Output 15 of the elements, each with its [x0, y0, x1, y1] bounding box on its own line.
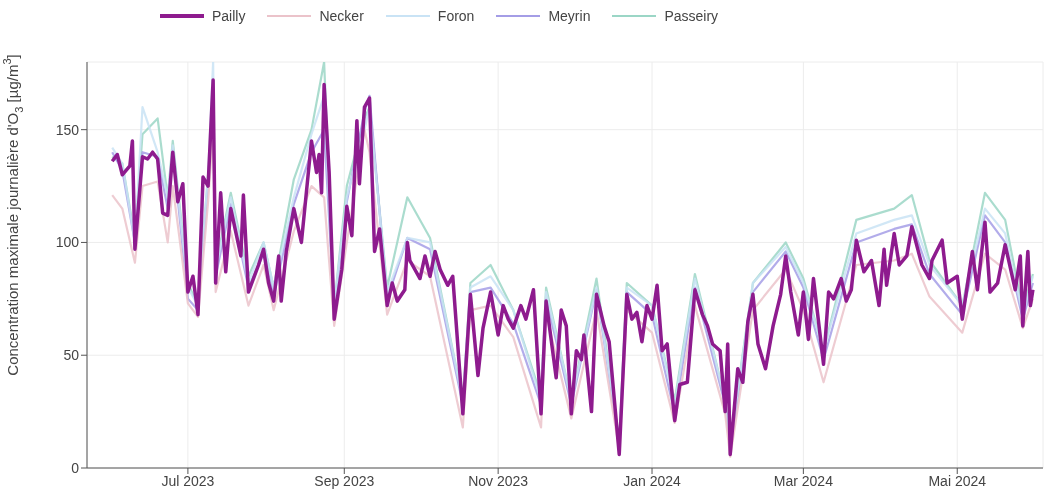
x-tick-label: Mar 2024: [773, 472, 834, 489]
x-tick-label: Jan 2024: [623, 472, 682, 489]
y-tick-label: 150: [55, 121, 80, 138]
y-tick-label: 100: [55, 234, 80, 251]
y-tick-label: 50: [63, 347, 80, 364]
legend-label: Meyrin: [548, 8, 591, 24]
x-tick-label: Mai 2024: [928, 472, 987, 489]
x-tick-label: Sep 2023: [314, 472, 375, 489]
legend-label: Necker: [319, 8, 364, 24]
y-tick-label: 0: [71, 459, 80, 476]
legend-label: Passeiry: [664, 8, 719, 24]
x-tick-label: Nov 2023: [468, 472, 529, 489]
x-tick-label: Jul 2023: [161, 472, 215, 489]
legend-label: Foron: [437, 8, 475, 24]
legend-label: Pailly: [212, 8, 246, 24]
